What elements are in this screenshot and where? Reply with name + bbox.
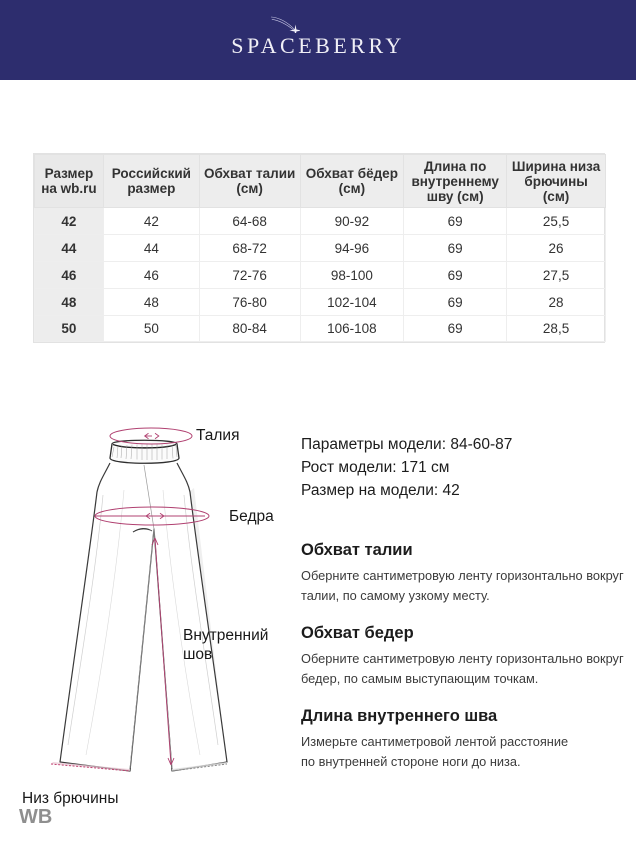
svg-text:шов: шов	[183, 646, 212, 663]
svg-text:Бедра: Бедра	[229, 508, 274, 525]
svg-text:Талия: Талия	[196, 427, 240, 444]
svg-text:Низ брючины: Низ брючины	[22, 790, 118, 807]
svg-text:Внутренний: Внутренний	[183, 627, 268, 644]
